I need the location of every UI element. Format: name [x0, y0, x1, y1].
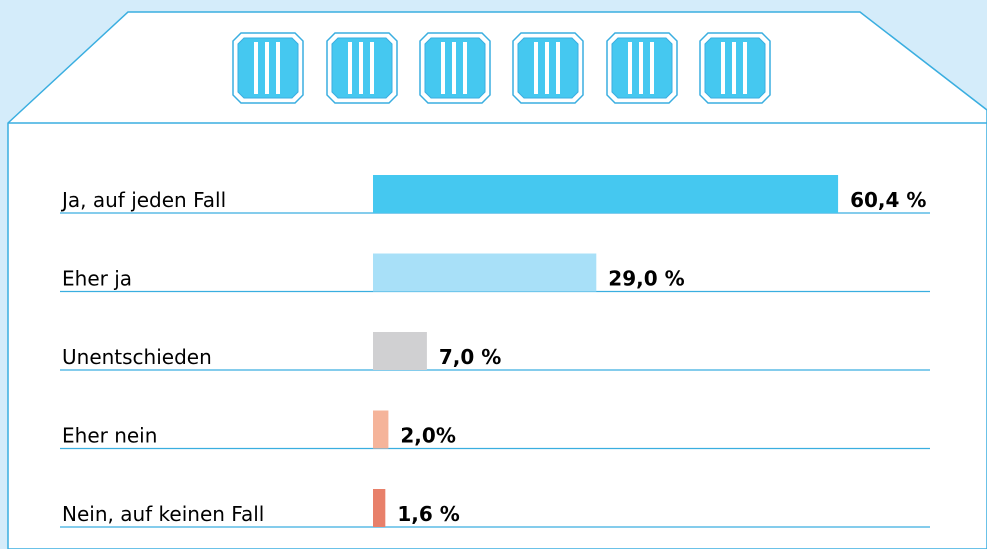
window-bar: [556, 42, 560, 94]
window-bar: [732, 42, 736, 94]
category-label: Unentschieden: [62, 345, 212, 369]
bar: [373, 489, 385, 527]
value-label: 29,0 %: [608, 267, 684, 291]
window-bar: [370, 42, 374, 94]
value-label: 1,6 %: [397, 502, 459, 526]
category-label: Eher ja: [62, 267, 132, 291]
bar: [373, 175, 838, 213]
window-bar: [639, 42, 643, 94]
value-label: 7,0 %: [439, 345, 501, 369]
window-bar: [534, 42, 538, 94]
bar: [373, 254, 596, 292]
window-bar: [348, 42, 352, 94]
bar: [373, 332, 427, 370]
value-label: 2,0%: [400, 424, 455, 448]
window-bar: [441, 42, 445, 94]
window-bar: [452, 42, 456, 94]
window-bar: [628, 42, 632, 94]
window-bar: [721, 42, 725, 94]
category-label: Eher nein: [62, 424, 157, 448]
chart: Ja, auf jeden Fall 60,4 % Eher ja 29,0 % Une…: [0, 0, 987, 549]
window-bar: [743, 42, 747, 94]
category-label: Nein, auf keinen Fall: [62, 502, 264, 526]
category-label: Ja, auf jeden Fall: [60, 188, 226, 212]
window-bar: [254, 42, 258, 94]
window-bar: [276, 42, 280, 94]
bar: [373, 411, 388, 449]
page: {"chart_data": {"type": "bar", "orientat…: [0, 0, 987, 549]
window-bar: [545, 42, 549, 94]
window-bar: [359, 42, 363, 94]
value-label: 60,4 %: [850, 188, 926, 212]
window-bar: [650, 42, 654, 94]
window-bar: [265, 42, 269, 94]
window-bar: [463, 42, 467, 94]
